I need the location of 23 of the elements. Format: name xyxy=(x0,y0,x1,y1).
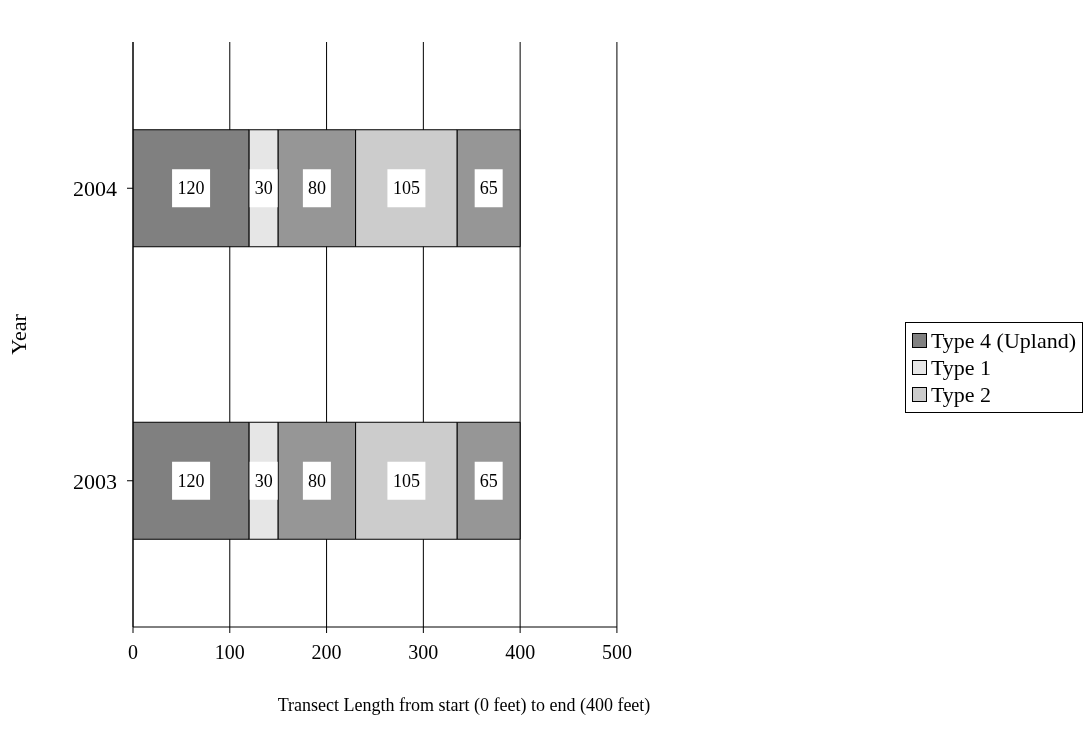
data-label: 65 xyxy=(479,470,498,491)
x-tick-label: 300 xyxy=(408,641,439,664)
x-tick-label: 400 xyxy=(505,641,536,664)
data-label: 30 xyxy=(254,470,273,491)
x-tick-label: 500 xyxy=(601,641,632,664)
data-label: 80 xyxy=(307,178,326,199)
x-axis-title: Transect Length from start (0 feet) to end (400 feet) xyxy=(276,695,652,716)
legend-label: Type 2 xyxy=(930,381,992,408)
legend-label: Type 1 xyxy=(930,354,992,381)
legend-label: Type 4 (Upland) xyxy=(930,327,1076,354)
data-label: 120 xyxy=(177,470,205,491)
y-axis-title: Year xyxy=(5,313,31,355)
data-label: 80 xyxy=(307,470,326,491)
data-label: 120 xyxy=(177,178,205,199)
x-tick-label: 0 xyxy=(128,641,138,664)
data-label: 105 xyxy=(392,178,420,199)
x-tick-label: 200 xyxy=(311,641,342,664)
x-tick-label: 100 xyxy=(214,641,245,664)
y-tick-label: 2003 xyxy=(73,468,117,494)
data-label: 105 xyxy=(392,470,420,491)
data-label: 30 xyxy=(254,178,273,199)
y-tick-label: 2004 xyxy=(73,176,117,202)
data-label: 65 xyxy=(479,178,498,199)
